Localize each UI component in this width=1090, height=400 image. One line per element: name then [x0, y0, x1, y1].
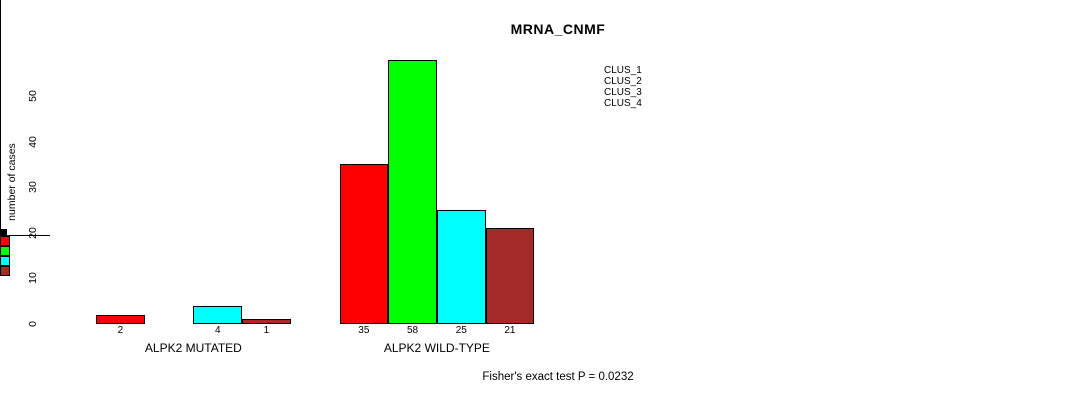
chart-title: MRNA_CNMF [510, 21, 606, 37]
bar-clus_1 [339, 164, 389, 324]
bar-clus_1 [96, 314, 145, 324]
stat-annotation: Fisher's exact test P = 0.0232 [482, 371, 634, 383]
y-tick-label: 20 [26, 226, 39, 239]
bar-clus_2 [388, 59, 437, 324]
bar-value-label: 58 [406, 325, 419, 336]
y-tick-label: 30 [26, 181, 39, 194]
y-tick [0, 230, 7, 231]
legend-color-swatch [0, 256, 10, 266]
y-tick [0, 231, 7, 232]
x-category-label: ALPK2 MUTATED [144, 340, 242, 355]
y-tick-label: 50 [26, 90, 39, 102]
zero-height-bar-line [0, 235, 50, 236]
legend-color-swatch [0, 246, 10, 256]
y-tick-label: 0 [26, 321, 39, 327]
y-tick [0, 234, 7, 235]
bar-clus_4 [485, 228, 535, 324]
legend-color-swatch [0, 236, 10, 246]
legend-color-swatch [0, 266, 10, 276]
y-tick [0, 232, 7, 233]
bar-value-label: 2 [117, 325, 124, 336]
bar-value-label: 25 [455, 325, 467, 336]
y-tick-label: 10 [26, 272, 39, 285]
y-tick-label: 40 [26, 135, 39, 148]
legend-label: CLUS_2 [604, 75, 642, 87]
bar-value-label: 35 [358, 325, 370, 336]
bar-clus_3 [436, 210, 486, 324]
y-axis-line [0, 0, 1, 229]
bar-value-label: 21 [504, 325, 516, 336]
legend-label: CLUS_1 [604, 64, 642, 76]
legend-label: CLUS_3 [604, 86, 642, 98]
x-category-label: ALPK2 WILD-TYPE [383, 340, 490, 355]
y-tick [0, 229, 7, 230]
bar-value-label: 1 [263, 325, 270, 336]
bar-value-label: 4 [214, 325, 221, 336]
y-tick [0, 233, 7, 234]
bar-clus_3 [193, 305, 243, 324]
bar-clus_4 [242, 319, 291, 324]
legend-label: CLUS_4 [604, 97, 642, 109]
